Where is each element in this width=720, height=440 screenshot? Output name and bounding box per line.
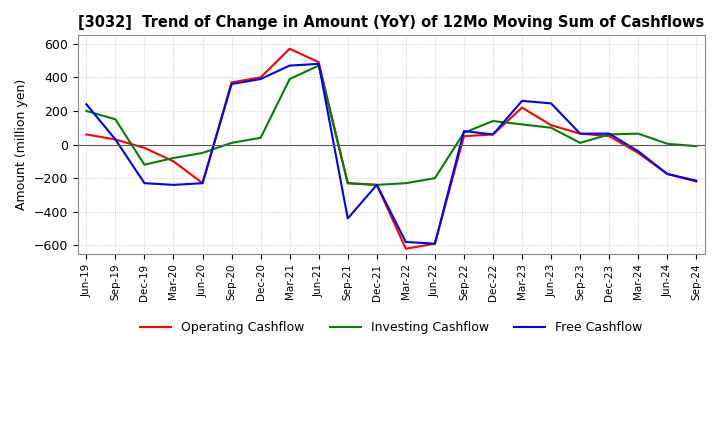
- Free Cashflow: [692, 178, 701, 183]
- Investing Cashflow: [285, 77, 294, 82]
- Investing Cashflow: [256, 135, 265, 140]
- Operating Cashflow: [285, 46, 294, 51]
- Operating Cashflow: [431, 241, 439, 246]
- Investing Cashflow: [111, 117, 120, 122]
- Operating Cashflow: [315, 59, 323, 65]
- Investing Cashflow: [518, 122, 526, 127]
- Operating Cashflow: [140, 145, 149, 150]
- Operating Cashflow: [459, 133, 468, 139]
- Free Cashflow: [402, 239, 410, 245]
- Operating Cashflow: [372, 182, 381, 187]
- Free Cashflow: [605, 131, 613, 136]
- Free Cashflow: [372, 182, 381, 187]
- Operating Cashflow: [256, 75, 265, 80]
- Free Cashflow: [228, 81, 236, 87]
- Legend: Operating Cashflow, Investing Cashflow, Free Cashflow: Operating Cashflow, Investing Cashflow, …: [135, 316, 647, 339]
- Title: [3032]  Trend of Change in Amount (YoY) of 12Mo Moving Sum of Cashflows: [3032] Trend of Change in Amount (YoY) o…: [78, 15, 704, 30]
- Free Cashflow: [285, 63, 294, 68]
- Investing Cashflow: [459, 130, 468, 136]
- Investing Cashflow: [692, 143, 701, 149]
- Investing Cashflow: [634, 131, 642, 136]
- Operating Cashflow: [169, 159, 178, 164]
- Operating Cashflow: [546, 123, 555, 128]
- Free Cashflow: [343, 216, 352, 221]
- Free Cashflow: [634, 149, 642, 154]
- Free Cashflow: [431, 241, 439, 246]
- Free Cashflow: [140, 180, 149, 186]
- Investing Cashflow: [402, 180, 410, 186]
- Investing Cashflow: [605, 132, 613, 137]
- Free Cashflow: [315, 61, 323, 66]
- Free Cashflow: [198, 180, 207, 186]
- Free Cashflow: [489, 132, 498, 137]
- Free Cashflow: [459, 128, 468, 134]
- Operating Cashflow: [634, 150, 642, 156]
- Free Cashflow: [576, 131, 585, 136]
- Investing Cashflow: [315, 63, 323, 68]
- Investing Cashflow: [140, 162, 149, 167]
- Free Cashflow: [663, 171, 672, 176]
- Operating Cashflow: [692, 179, 701, 184]
- Free Cashflow: [256, 77, 265, 82]
- Y-axis label: Amount (million yen): Amount (million yen): [15, 79, 28, 210]
- Free Cashflow: [111, 137, 120, 142]
- Investing Cashflow: [169, 155, 178, 161]
- Operating Cashflow: [576, 131, 585, 136]
- Operating Cashflow: [111, 137, 120, 142]
- Operating Cashflow: [82, 132, 91, 137]
- Line: Free Cashflow: Free Cashflow: [86, 64, 696, 244]
- Free Cashflow: [518, 98, 526, 103]
- Operating Cashflow: [343, 180, 352, 186]
- Investing Cashflow: [489, 118, 498, 124]
- Investing Cashflow: [372, 182, 381, 187]
- Operating Cashflow: [518, 105, 526, 110]
- Operating Cashflow: [663, 171, 672, 176]
- Investing Cashflow: [198, 150, 207, 156]
- Investing Cashflow: [663, 141, 672, 147]
- Investing Cashflow: [546, 125, 555, 130]
- Investing Cashflow: [343, 180, 352, 186]
- Investing Cashflow: [228, 140, 236, 146]
- Operating Cashflow: [198, 180, 207, 186]
- Operating Cashflow: [228, 80, 236, 85]
- Operating Cashflow: [605, 133, 613, 139]
- Investing Cashflow: [82, 108, 91, 114]
- Investing Cashflow: [576, 140, 585, 146]
- Free Cashflow: [82, 102, 91, 107]
- Free Cashflow: [169, 182, 178, 187]
- Free Cashflow: [546, 101, 555, 106]
- Investing Cashflow: [431, 176, 439, 181]
- Operating Cashflow: [489, 132, 498, 137]
- Line: Investing Cashflow: Investing Cashflow: [86, 66, 696, 185]
- Line: Operating Cashflow: Operating Cashflow: [86, 49, 696, 249]
- Operating Cashflow: [402, 246, 410, 251]
